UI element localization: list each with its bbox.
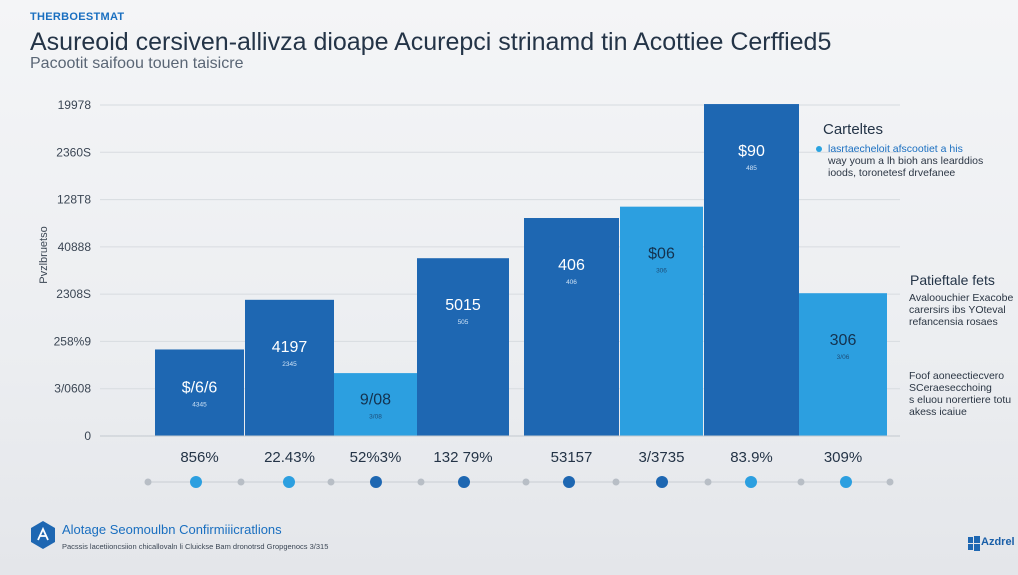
x-category-label: 52%3% xyxy=(350,449,402,466)
bar-sub-label: 505 xyxy=(458,319,469,326)
category-dot xyxy=(656,476,668,488)
hexagon-logo-icon xyxy=(31,521,55,549)
category-dot xyxy=(840,476,852,488)
bar-sub-label: 406 xyxy=(566,279,577,286)
bar xyxy=(334,373,417,436)
y-tick-label: 128T8 xyxy=(57,193,91,207)
bar xyxy=(245,299,334,436)
category-dot xyxy=(190,476,202,488)
x-category-label: 83.9% xyxy=(730,449,773,466)
category-dot xyxy=(458,476,470,488)
chart-subtitle: Pacootit saifoou touen taisicre xyxy=(30,55,244,72)
legend-description: lasrtaecheloit afscootiet a his way youm… xyxy=(828,143,1008,179)
bar xyxy=(524,218,619,436)
track-dot xyxy=(144,478,152,486)
footer-title: Alotage Seomoulbn Confirmiiicratlions xyxy=(62,522,282,537)
bar-sub-label: 485 xyxy=(746,165,757,172)
bar-sub-label: 4345 xyxy=(192,402,207,409)
track-dot xyxy=(522,478,530,486)
bar-sub-label: 3/08 xyxy=(369,414,382,421)
side-note-line: carersirs ibs YOteval xyxy=(909,304,1006,316)
bar-value-label: $/6/6 xyxy=(182,380,218,397)
bar-sub-label: 306 xyxy=(656,268,667,275)
legend-marker-icon xyxy=(816,146,822,152)
chart-title: Asureoid cersiven-allivza dioape Acurepc… xyxy=(30,28,832,56)
bar-value-label: 4197 xyxy=(272,339,308,356)
legend-title: Carteltes xyxy=(823,121,884,138)
track-dot xyxy=(327,478,335,486)
kicker-label: THERBOESTMAT xyxy=(30,11,125,23)
x-category-label: 22.43% xyxy=(264,449,315,466)
y-tick-label: 40888 xyxy=(58,240,92,254)
category-dot xyxy=(745,476,757,488)
legend-line: lasrtaecheloit afscootiet a his xyxy=(828,143,963,155)
bar-value-label: 5015 xyxy=(445,297,481,314)
track-dot xyxy=(797,478,805,486)
bar xyxy=(620,206,703,436)
y-tick-label: 258%9 xyxy=(54,334,92,348)
bar-value-label: 306 xyxy=(830,332,857,349)
legend-line: way youm a lh bioh ans learddios xyxy=(828,155,984,167)
bar xyxy=(704,104,799,436)
side-note-text: Avaloouchier Exacobe carersirs ibs YOtev… xyxy=(909,292,1013,328)
bar xyxy=(799,293,887,436)
side-note-line: SCeraesecchoing xyxy=(909,382,992,394)
y-tick-label: 19978 xyxy=(58,98,92,112)
y-tick-label: 0 xyxy=(84,429,91,443)
brand-wordmark: Azdrel xyxy=(981,536,1015,548)
bar-value-label: $06 xyxy=(648,246,675,263)
track-dot xyxy=(237,478,245,486)
track-dot xyxy=(612,478,620,486)
bar xyxy=(155,349,244,436)
side-note-line: Avaloouchier Exacobe xyxy=(909,292,1014,304)
side-note-line: Foof aoneectiecvero xyxy=(909,370,1005,382)
side-note-title: Patieftale fets xyxy=(910,272,995,288)
bar-value-label: 9/08 xyxy=(360,392,391,409)
legend-line: ioods, toronetesf drvefanee xyxy=(828,167,956,179)
category-dot xyxy=(370,476,382,488)
bar xyxy=(417,258,509,436)
x-category-label: 132 79% xyxy=(433,449,492,466)
x-category-label: 3/3735 xyxy=(639,449,685,466)
x-category-label: 856% xyxy=(180,449,218,466)
side-note-text-secondary: Foof aoneectiecvero SCeraesecchoing s el… xyxy=(909,370,1011,418)
track-dot xyxy=(704,478,712,486)
y-tick-label: 2360S xyxy=(56,145,91,159)
side-note-line: refancensia rosaes xyxy=(909,316,998,328)
side-note-line: akess icaiue xyxy=(909,406,967,418)
track-dot xyxy=(417,478,425,486)
bar-sub-label: 2345 xyxy=(282,361,297,368)
bar-value-label: 406 xyxy=(558,257,585,274)
y-tick-label: 2308S xyxy=(56,287,91,301)
bar-sub-label: 3/06 xyxy=(837,354,850,361)
windows-logo-icon xyxy=(968,536,980,551)
bar-value-label: $90 xyxy=(738,143,765,160)
y-tick-label: 3/0608 xyxy=(54,382,91,396)
x-category-label: 309% xyxy=(824,449,862,466)
category-dot xyxy=(283,476,295,488)
track-dot xyxy=(886,478,894,486)
x-category-label: 53157 xyxy=(551,449,593,466)
side-note-line: s eluou norertiere totu xyxy=(909,394,1012,406)
footer-text: Pacssis lacetiioncsiion chicallovaln li … xyxy=(62,542,329,551)
category-dot xyxy=(563,476,575,488)
